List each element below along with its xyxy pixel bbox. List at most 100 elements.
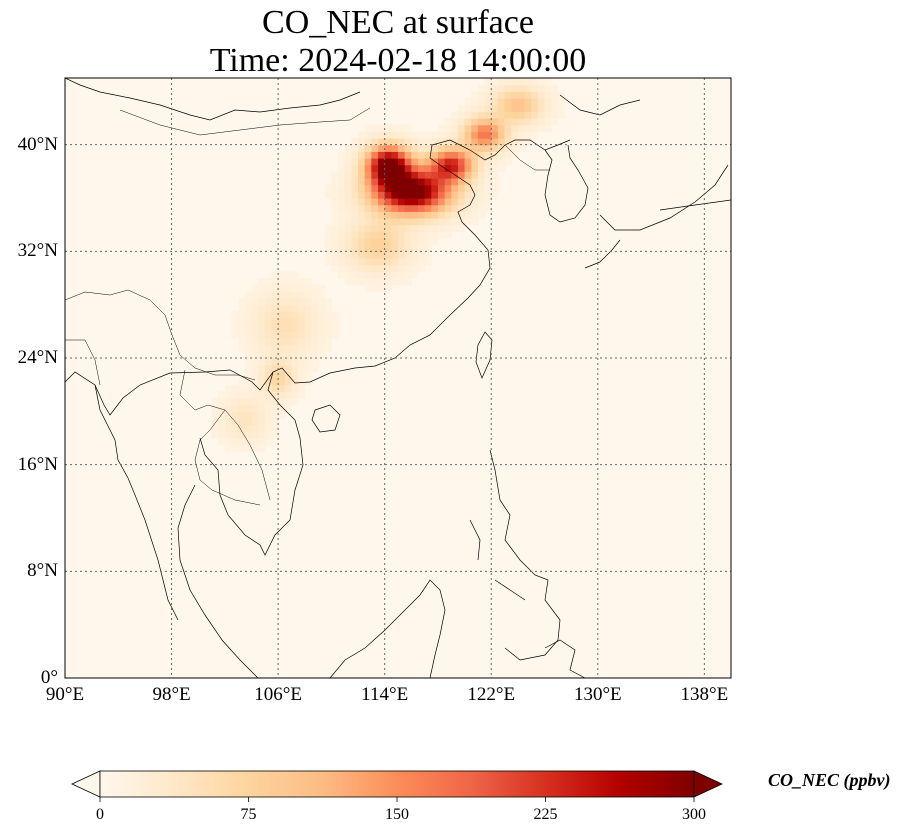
lon-tick-label: 138°E [680, 684, 729, 705]
field-cell [417, 191, 426, 199]
field-cell [484, 164, 492, 172]
field-cell [338, 251, 346, 259]
field-cell [258, 411, 266, 419]
field-cell [358, 178, 366, 186]
field-cell [344, 238, 352, 246]
field-cell [417, 224, 426, 232]
field-cell [497, 104, 506, 112]
field-cell [391, 238, 399, 246]
field-cell [264, 438, 273, 446]
map-subtitle-time: Time: 2024-02-18 14:00:00 [209, 42, 587, 79]
field-cell [457, 198, 466, 206]
field-cell [358, 204, 366, 212]
field-cell [278, 311, 286, 319]
field-cell [284, 338, 293, 346]
field-cell [338, 271, 346, 279]
field-cell [238, 431, 246, 439]
field-cell [371, 151, 379, 159]
field-cell [331, 204, 339, 212]
field-cell [398, 224, 406, 232]
field-cell [471, 124, 479, 132]
field-cell [351, 184, 359, 192]
field-cell [338, 264, 346, 272]
field-cell [298, 304, 306, 312]
field-cell [484, 131, 492, 139]
field-cell [531, 84, 539, 92]
field-cell [411, 131, 419, 139]
field-cell [384, 284, 392, 292]
field-cell [318, 311, 326, 319]
field-cell [298, 311, 306, 319]
field-cell [384, 131, 392, 139]
field-cell [384, 218, 392, 226]
field-cell [231, 331, 239, 339]
field-cell [238, 331, 246, 339]
coastline-burma [94, 384, 179, 621]
field-cell [444, 198, 452, 206]
field-cell [331, 184, 339, 192]
field-cell [544, 78, 552, 86]
field-cell [358, 231, 366, 239]
field-cell [371, 278, 379, 286]
field-cell [284, 291, 293, 299]
field-cell [271, 311, 279, 319]
field-cell [378, 198, 386, 206]
field-cell [391, 178, 399, 186]
field-cell [437, 184, 446, 192]
field-cell [517, 138, 526, 146]
field-cell [338, 171, 346, 179]
field-cell [471, 138, 479, 146]
field-cell [258, 291, 266, 299]
field-cell [318, 291, 326, 299]
field-cell [457, 184, 466, 192]
field-cell [344, 178, 352, 186]
field-cell [391, 278, 399, 286]
field-cell [464, 178, 472, 186]
field-cell [378, 284, 386, 292]
field-cell [511, 118, 519, 126]
field-cell [224, 384, 233, 392]
field-cell [517, 131, 526, 139]
field-cell [411, 198, 419, 206]
field-cell [451, 198, 459, 206]
field-cell [384, 271, 392, 279]
field-cell [411, 251, 419, 259]
field-cell [271, 418, 279, 426]
field-cell [264, 404, 273, 412]
field-cell [264, 338, 273, 346]
field-cell [378, 164, 386, 172]
field-cell [351, 218, 359, 226]
field-cell [218, 424, 226, 432]
field-cell [531, 98, 539, 106]
field-cell [424, 158, 432, 166]
field-cell [291, 351, 299, 359]
field-cell [378, 211, 386, 219]
field-cell [404, 224, 412, 232]
field-cell [444, 151, 452, 159]
field-cell [298, 284, 306, 292]
field-cell [311, 351, 319, 359]
field-cell [324, 224, 332, 232]
field-cell [477, 211, 486, 219]
field-cell [298, 298, 306, 306]
field-cell [298, 351, 306, 359]
field-cell [238, 424, 246, 432]
field-cell [284, 398, 293, 406]
field-cell [364, 138, 372, 146]
field-cell [358, 238, 366, 246]
field-cell [451, 204, 459, 212]
field-cell [304, 351, 313, 359]
field-cell [344, 231, 352, 239]
field-cell [271, 391, 279, 399]
field-cell [378, 278, 386, 286]
field-cell [298, 384, 306, 392]
field-cell [298, 291, 306, 299]
field-cell [291, 331, 299, 339]
field-cell [318, 344, 326, 352]
field-cell [491, 184, 499, 192]
coastline-taiwan [475, 331, 493, 379]
field-cell [411, 264, 419, 272]
field-cell [524, 118, 532, 126]
field-cell [491, 138, 499, 146]
field-cell [251, 298, 259, 306]
